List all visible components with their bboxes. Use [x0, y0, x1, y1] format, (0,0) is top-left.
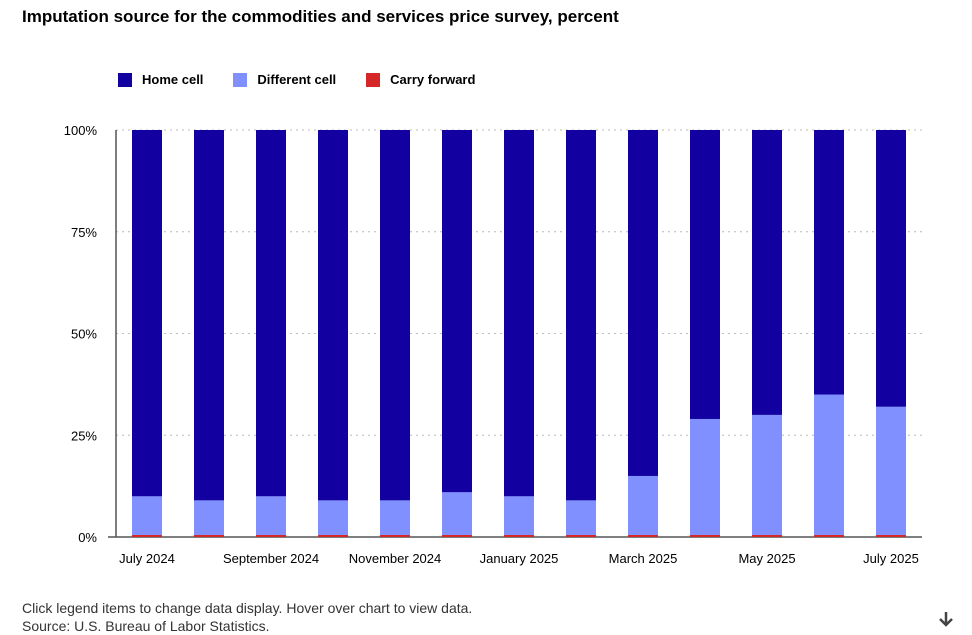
bar-segment[interactable] — [380, 500, 410, 535]
x-tick-label: January 2025 — [480, 551, 559, 566]
y-tick-label: 50% — [71, 327, 97, 342]
bar-segment[interactable] — [256, 130, 286, 497]
bar-segment[interactable] — [132, 534, 162, 537]
bar-segment[interactable] — [752, 130, 782, 415]
bar-segment[interactable] — [318, 130, 348, 501]
bar-segment[interactable] — [628, 475, 658, 535]
footer-instructions: Click legend items to change data displa… — [22, 600, 473, 616]
bar-segment[interactable] — [318, 534, 348, 537]
legend: Home cell Different cell Carry forward — [118, 72, 475, 87]
bar-segment[interactable] — [628, 130, 658, 476]
bar-segment[interactable] — [690, 534, 720, 537]
bar-segment[interactable] — [814, 394, 844, 535]
legend-item-carry-forward[interactable]: Carry forward — [366, 72, 475, 87]
bar-segment[interactable] — [194, 534, 224, 537]
legend-item-home-cell[interactable]: Home cell — [118, 72, 203, 87]
bar-segment[interactable] — [566, 534, 596, 537]
legend-swatch-carry-forward — [366, 72, 381, 87]
x-tick-label: September 2024 — [223, 551, 319, 566]
chart-title: Imputation source for the commodities an… — [22, 7, 619, 26]
bar-segment[interactable] — [690, 130, 720, 419]
bar-segment[interactable] — [752, 534, 782, 537]
x-tick-label: July 2025 — [863, 551, 919, 566]
bar-segment[interactable] — [194, 500, 224, 535]
bar-segment[interactable] — [504, 130, 534, 497]
y-tick-label: 0% — [78, 530, 97, 545]
bar-segment[interactable] — [814, 130, 844, 395]
bar-segment[interactable] — [566, 130, 596, 501]
footer-source: Source: U.S. Bureau of Labor Statistics. — [22, 618, 270, 634]
chart-plot[interactable]: 0% 25% 50% 75% 100% July 2024 September 2024 No… — [0, 110, 972, 580]
y-tick-label: 100% — [64, 123, 98, 138]
download-arrow-icon[interactable] — [936, 610, 956, 630]
x-tick-label: November 2024 — [349, 551, 442, 566]
bar-segment[interactable] — [380, 534, 410, 537]
bar-segment[interactable] — [504, 534, 534, 537]
legend-label-different-cell: Different cell — [257, 72, 337, 87]
bar-segment[interactable] — [318, 500, 348, 535]
bar-segment[interactable] — [380, 130, 410, 501]
bar-segment[interactable] — [566, 500, 596, 535]
legend-swatch-home-cell — [118, 72, 132, 87]
y-tick-label: 25% — [71, 428, 97, 443]
bar-segment[interactable] — [504, 496, 534, 535]
bar-segment[interactable] — [876, 130, 906, 407]
bar-segment[interactable] — [876, 406, 906, 535]
bar-segment[interactable] — [256, 496, 286, 535]
bar-segment[interactable] — [752, 414, 782, 535]
x-tick-label: July 2024 — [119, 551, 175, 566]
legend-item-different-cell[interactable]: Different cell — [233, 72, 336, 87]
x-tick-label: May 2025 — [738, 551, 795, 566]
bar-segment[interactable] — [876, 534, 906, 537]
bar-segment[interactable] — [690, 418, 720, 535]
bar-segment[interactable] — [194, 130, 224, 501]
legend-label-home-cell: Home cell — [142, 72, 204, 87]
bar-segment[interactable] — [442, 492, 472, 535]
bar-segment[interactable] — [628, 534, 658, 537]
bar-segment[interactable] — [256, 534, 286, 537]
legend-label-carry-forward: Carry forward — [390, 72, 476, 87]
x-tick-label: March 2025 — [609, 551, 678, 566]
bar-segment[interactable] — [442, 130, 472, 493]
bar-segment[interactable] — [442, 534, 472, 537]
bar-segment[interactable] — [814, 534, 844, 537]
bar-segment[interactable] — [132, 496, 162, 535]
y-tick-label: 75% — [71, 225, 97, 240]
bar-segment[interactable] — [132, 130, 162, 497]
legend-swatch-different-cell — [233, 72, 248, 87]
